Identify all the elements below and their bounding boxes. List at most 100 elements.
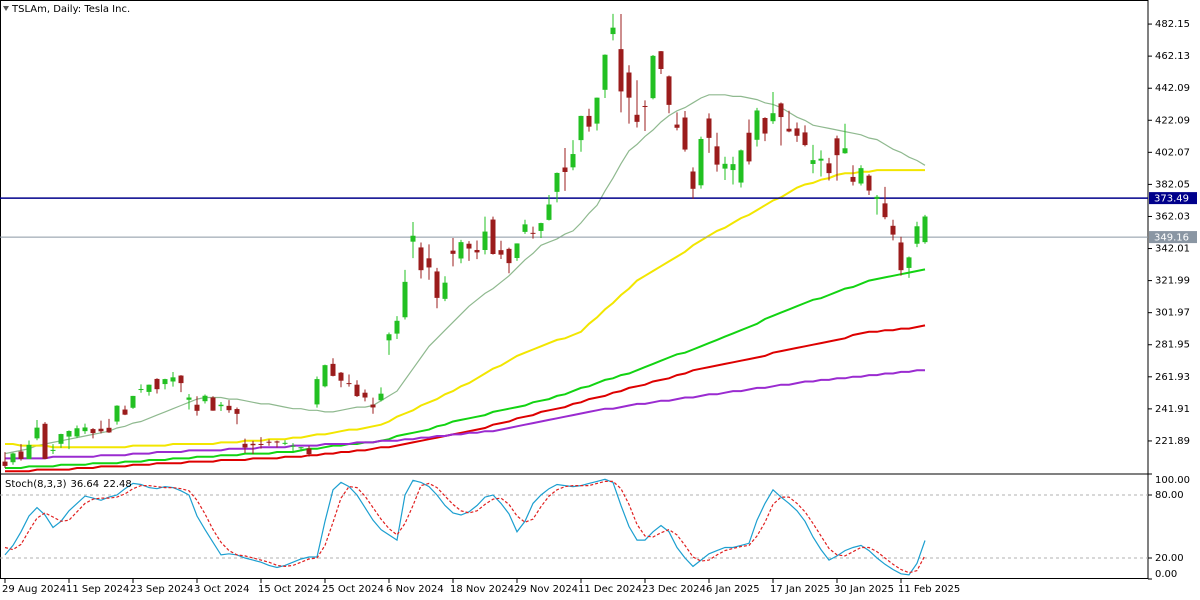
candle-body bbox=[42, 423, 48, 459]
candle-body bbox=[362, 392, 368, 398]
candle-body bbox=[418, 247, 424, 271]
chart-title: TSLAm, Daily: Tesla Inc. bbox=[11, 4, 130, 15]
candle-body bbox=[778, 103, 784, 118]
candle-body bbox=[618, 49, 624, 92]
y-tick-label: 80.00 bbox=[1155, 490, 1184, 501]
candle-body bbox=[554, 172, 560, 192]
y-tick-label: 261.93 bbox=[1155, 372, 1190, 383]
candle-body bbox=[82, 427, 88, 432]
candle-body bbox=[250, 443, 256, 446]
x-tick-label: 6 Nov 2024 bbox=[386, 584, 444, 595]
candle-body bbox=[490, 219, 496, 254]
indicator-name: Stoch(8,3,3) bbox=[5, 479, 67, 490]
candle-body bbox=[194, 404, 200, 411]
price-label: 373.49 bbox=[1154, 194, 1189, 205]
candle-body bbox=[186, 397, 192, 400]
candle-body bbox=[402, 281, 408, 318]
candle-body bbox=[130, 395, 136, 408]
candle-body bbox=[498, 250, 504, 255]
candle-body bbox=[602, 54, 608, 90]
candle-body bbox=[338, 372, 344, 381]
candle-body bbox=[58, 434, 64, 444]
moving-average-line bbox=[5, 324, 926, 473]
candle-body bbox=[674, 124, 680, 128]
y-tick-label: 321.99 bbox=[1155, 276, 1190, 287]
x-tick-label: 25 Oct 2024 bbox=[322, 584, 384, 595]
candle-body bbox=[826, 163, 832, 174]
candle-body bbox=[370, 404, 376, 408]
candle-body bbox=[122, 409, 128, 415]
candle-body bbox=[394, 320, 400, 334]
x-tick-label: 11 Dec 2024 bbox=[578, 584, 642, 595]
candle-body bbox=[898, 242, 904, 271]
plot-frame bbox=[0, 0, 1149, 579]
candle-body bbox=[114, 405, 120, 422]
candle-body bbox=[738, 150, 744, 183]
candle-body bbox=[154, 378, 160, 390]
candle-body bbox=[258, 443, 264, 445]
candle-body bbox=[146, 384, 152, 392]
y-tick-label: 402.07 bbox=[1155, 147, 1190, 158]
candle-body bbox=[426, 258, 432, 268]
y-tick-label: 362.03 bbox=[1155, 211, 1190, 222]
candle-body bbox=[306, 448, 312, 455]
candle-body bbox=[842, 148, 848, 154]
candle-body bbox=[562, 167, 568, 172]
candle-body bbox=[794, 128, 800, 136]
candle-body bbox=[170, 377, 176, 382]
moving-average-line bbox=[4, 94, 926, 455]
candle-body bbox=[202, 395, 208, 402]
candle-body bbox=[482, 231, 488, 250]
candle-body bbox=[410, 235, 416, 242]
candle-body bbox=[138, 389, 144, 391]
candle-body bbox=[834, 138, 840, 156]
candle-body bbox=[2, 461, 8, 466]
candle-body bbox=[610, 27, 616, 35]
price-label-box bbox=[1149, 192, 1197, 205]
candle-body bbox=[506, 248, 512, 264]
candle-body bbox=[882, 203, 888, 218]
y-tick-label: 301.97 bbox=[1155, 308, 1190, 319]
candle-body bbox=[354, 384, 360, 397]
candle-body bbox=[762, 118, 768, 134]
x-tick-label: 18 Nov 2024 bbox=[450, 584, 514, 595]
candle-body bbox=[586, 115, 592, 127]
candle-body bbox=[34, 427, 40, 439]
candle-body bbox=[682, 117, 688, 150]
candle-body bbox=[274, 441, 280, 443]
candle-body bbox=[650, 55, 656, 99]
candle-body bbox=[26, 444, 32, 460]
candle-body bbox=[74, 428, 80, 437]
candle-body bbox=[210, 397, 216, 411]
x-tick-label: 23 Dec 2024 bbox=[642, 584, 706, 595]
symbol-icon bbox=[3, 6, 9, 11]
y-tick-label: 442.09 bbox=[1155, 83, 1190, 94]
moving-average-line bbox=[5, 369, 925, 460]
candle-body bbox=[722, 163, 728, 169]
candle-body bbox=[874, 196, 880, 199]
candle-body bbox=[266, 441, 272, 443]
price-panel bbox=[0, 13, 1148, 473]
candle-body bbox=[850, 176, 856, 182]
price-label-box bbox=[1149, 231, 1197, 244]
x-tick-label: 3 Oct 2024 bbox=[194, 584, 249, 595]
candle-body bbox=[330, 363, 336, 376]
x-tick-label: 11 Sep 2024 bbox=[66, 584, 129, 595]
candle-body bbox=[906, 257, 912, 268]
x-tick-label: 6 Jan 2025 bbox=[706, 584, 760, 595]
candle-body bbox=[594, 97, 600, 124]
y-tick-label: 342.01 bbox=[1155, 244, 1190, 255]
candle-body bbox=[698, 138, 704, 186]
candle-body bbox=[466, 243, 472, 249]
candle-body bbox=[346, 383, 352, 385]
x-tick-label: 23 Sep 2024 bbox=[130, 584, 193, 595]
candle-body bbox=[706, 118, 712, 138]
candle-body bbox=[386, 334, 392, 341]
candle-body bbox=[98, 428, 104, 432]
x-tick-label: 17 Jan 2025 bbox=[770, 584, 830, 595]
candle-body bbox=[66, 430, 72, 437]
candle-body bbox=[106, 427, 112, 433]
candle-body bbox=[290, 445, 296, 447]
candle-body bbox=[810, 160, 816, 164]
candle-body bbox=[746, 132, 752, 162]
